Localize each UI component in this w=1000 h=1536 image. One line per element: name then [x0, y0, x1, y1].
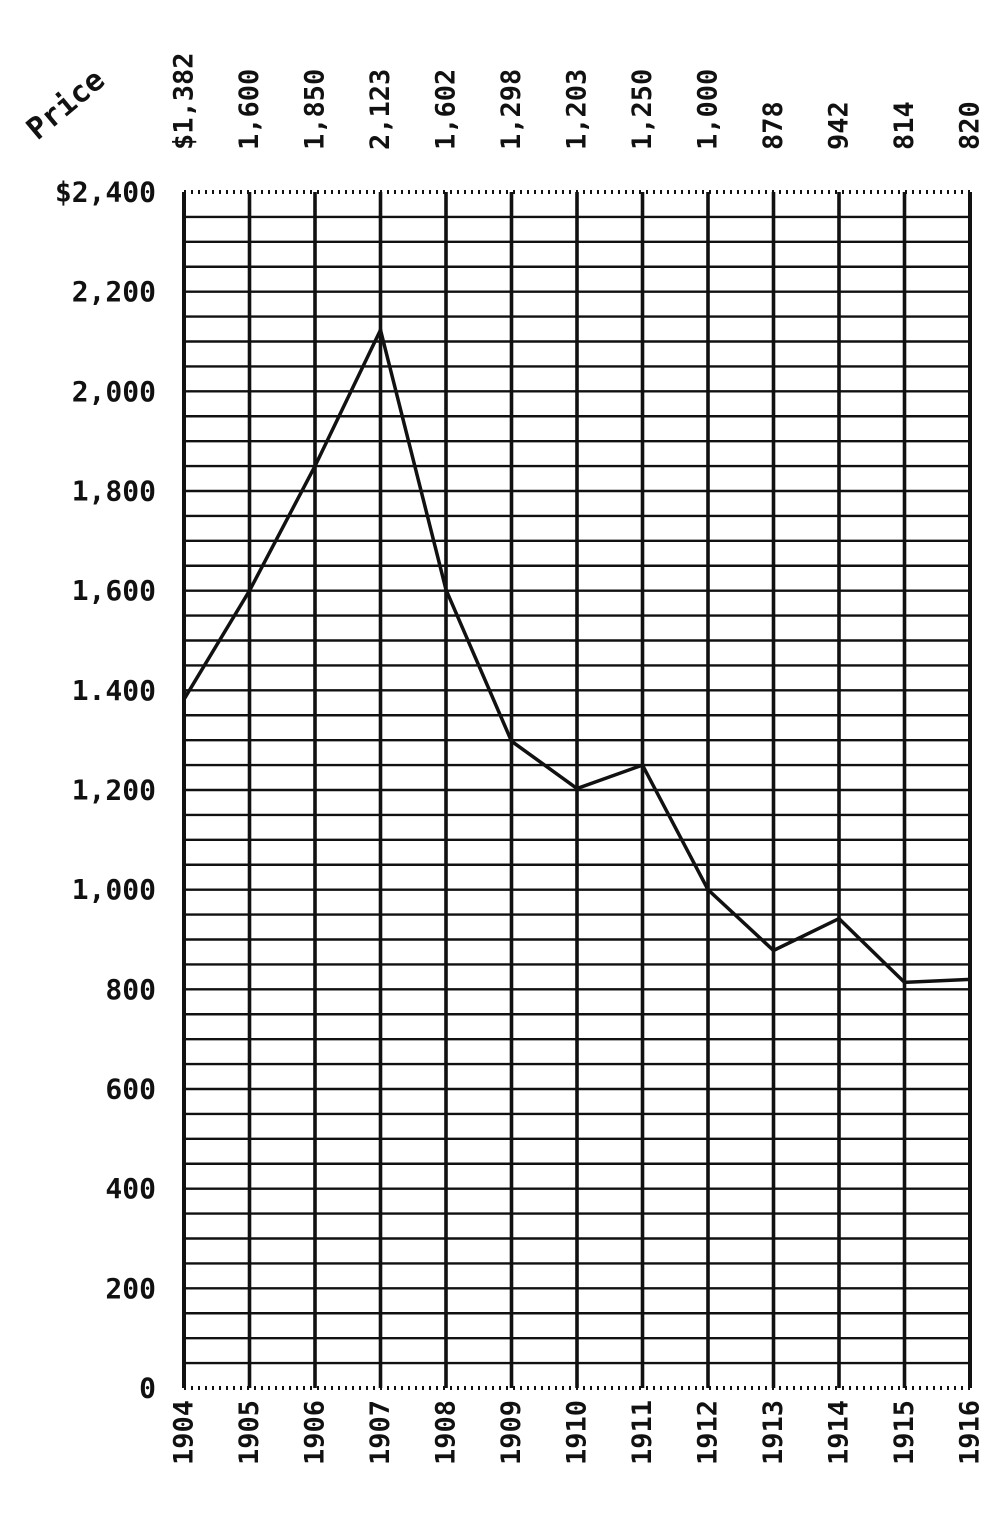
value-label: 2,123 — [365, 69, 396, 150]
x-tick-label: 1907 — [365, 1400, 396, 1465]
x-tick-labels: 1904 1905 1906 1907 1908 1909 1910 1911 1912 1913… — [169, 1400, 986, 1465]
data-point — [378, 328, 383, 332]
data-point — [182, 697, 186, 702]
y-tick-label: 1,800 — [72, 475, 156, 508]
plot-frame — [182, 190, 972, 1390]
data-point — [902, 980, 907, 985]
y-tick-label: 2,200 — [72, 275, 156, 308]
data-point — [509, 739, 514, 743]
y-tick-label: 600 — [105, 1073, 156, 1106]
data-point — [575, 786, 579, 791]
value-label: 814 — [889, 101, 920, 150]
value-label: 1,298 — [496, 69, 527, 150]
data-point — [968, 977, 972, 982]
x-tick-label: 1905 — [234, 1400, 265, 1465]
data-point — [444, 587, 448, 592]
x-tick-label: 1906 — [300, 1400, 331, 1465]
data-point — [771, 948, 776, 953]
x-tick-label: 1912 — [693, 1400, 724, 1465]
data-point — [247, 588, 252, 593]
y-tick-label: 1,200 — [72, 774, 156, 807]
x-tick-label: 1910 — [562, 1400, 593, 1465]
y-tick-label: 2,000 — [72, 375, 156, 408]
value-label: 1,600 — [234, 69, 265, 150]
x-tick-label: 1908 — [431, 1400, 462, 1465]
y-tick-label: 1.400 — [72, 674, 156, 707]
data-point — [706, 887, 710, 892]
x-tick-label: 1904 — [169, 1400, 200, 1465]
data-point — [313, 464, 317, 468]
value-label: 878 — [758, 101, 789, 150]
x-tick-label: 1913 — [758, 1400, 789, 1465]
y-tick-label: 1,000 — [72, 873, 156, 906]
x-tick-label: 1916 — [955, 1400, 986, 1465]
value-label: $1,382 — [169, 52, 200, 150]
x-tick-label: 1911 — [627, 1400, 658, 1465]
value-label: 1,250 — [627, 69, 658, 150]
data-point — [640, 763, 645, 767]
value-label: 1,602 — [431, 69, 462, 150]
x-tick-label: 1915 — [889, 1400, 920, 1465]
value-label: 1,000 — [693, 69, 724, 150]
x-tick-label: 1909 — [496, 1400, 527, 1465]
y-tick-label: $2,400 — [55, 176, 156, 209]
series-line-group — [182, 324, 972, 985]
y-tick-label: 400 — [105, 1172, 156, 1205]
y-tick-label: 1,600 — [72, 574, 156, 607]
y-tick-label: 800 — [105, 973, 156, 1006]
y-tick-label: 0 — [139, 1372, 156, 1405]
y-tick-label: 200 — [105, 1272, 156, 1305]
value-label: 942 — [824, 101, 855, 150]
x-tick-label: 1914 — [824, 1400, 855, 1465]
y-tick-labels: 0 200 400 600 800 1,000 1,200 1.400 1,600 1,800 2,… — [55, 176, 156, 1405]
value-labels: $1,382 1,600 1,850 2,123 1,602 1,298 1,203 1,25… — [169, 52, 986, 150]
value-label: 1,203 — [562, 69, 593, 150]
data-point — [837, 916, 841, 921]
value-label: 1,850 — [300, 69, 331, 150]
value-label: 820 — [955, 101, 986, 150]
